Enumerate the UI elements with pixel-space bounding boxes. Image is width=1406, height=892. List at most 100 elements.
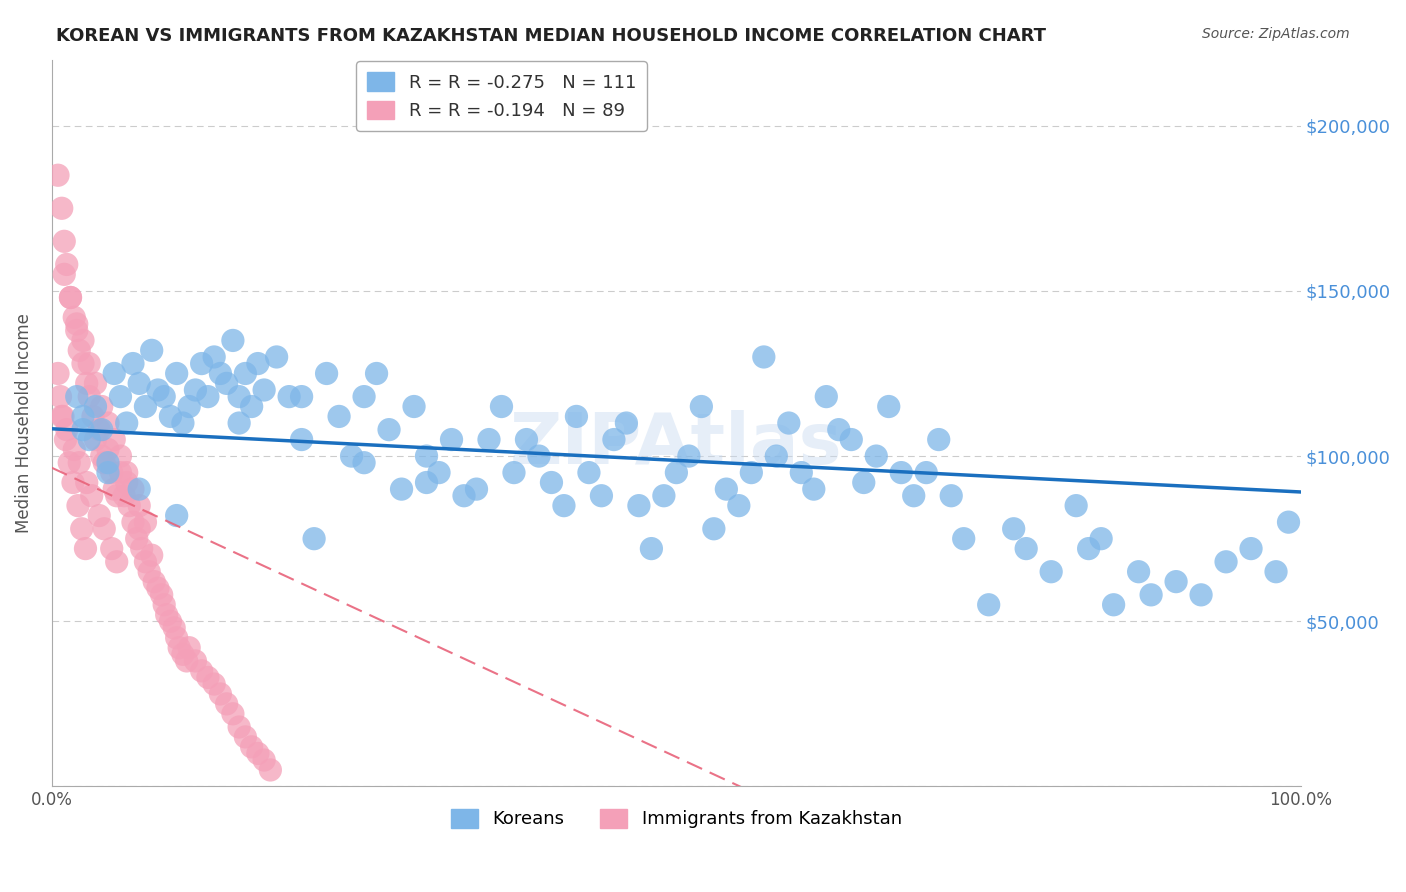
Point xyxy=(134,400,156,414)
Point xyxy=(122,515,145,529)
Point xyxy=(402,400,425,414)
Point xyxy=(616,416,638,430)
Point xyxy=(166,508,188,523)
Point xyxy=(93,456,115,470)
Point xyxy=(222,334,245,348)
Point xyxy=(478,433,501,447)
Point xyxy=(603,433,626,447)
Point xyxy=(197,390,219,404)
Point xyxy=(134,555,156,569)
Point xyxy=(67,456,90,470)
Point xyxy=(202,350,225,364)
Point xyxy=(112,489,135,503)
Point xyxy=(202,677,225,691)
Point xyxy=(89,423,111,437)
Point xyxy=(138,565,160,579)
Point xyxy=(150,588,173,602)
Point xyxy=(640,541,662,556)
Point xyxy=(128,522,150,536)
Point xyxy=(67,343,90,358)
Point xyxy=(46,367,69,381)
Point xyxy=(63,442,86,457)
Point xyxy=(440,433,463,447)
Point xyxy=(134,515,156,529)
Point xyxy=(240,739,263,754)
Point xyxy=(215,376,238,391)
Point xyxy=(103,367,125,381)
Point xyxy=(1189,588,1212,602)
Point xyxy=(190,357,212,371)
Point xyxy=(652,489,675,503)
Point xyxy=(465,482,488,496)
Point xyxy=(118,499,141,513)
Point xyxy=(228,720,250,734)
Point xyxy=(84,433,107,447)
Point xyxy=(131,541,153,556)
Point xyxy=(77,357,100,371)
Point xyxy=(52,409,75,424)
Point xyxy=(82,409,104,424)
Point xyxy=(235,730,257,744)
Point xyxy=(453,489,475,503)
Point xyxy=(228,390,250,404)
Point xyxy=(503,466,526,480)
Text: KOREAN VS IMMIGRANTS FROM KAZAKHSTAN MEDIAN HOUSEHOLD INCOME CORRELATION CHART: KOREAN VS IMMIGRANTS FROM KAZAKHSTAN MED… xyxy=(56,27,1046,45)
Point xyxy=(72,357,94,371)
Point xyxy=(1090,532,1112,546)
Point xyxy=(84,400,107,414)
Point xyxy=(491,400,513,414)
Point xyxy=(1128,565,1150,579)
Point xyxy=(122,357,145,371)
Point xyxy=(928,433,950,447)
Point xyxy=(89,508,111,523)
Y-axis label: Median Household Income: Median Household Income xyxy=(15,313,32,533)
Point xyxy=(302,532,325,546)
Point xyxy=(66,324,89,338)
Point xyxy=(115,466,138,480)
Point xyxy=(159,409,181,424)
Point xyxy=(527,449,550,463)
Point xyxy=(53,268,76,282)
Point xyxy=(103,433,125,447)
Point xyxy=(915,466,938,480)
Point xyxy=(678,449,700,463)
Point xyxy=(1015,541,1038,556)
Point xyxy=(97,466,120,480)
Point xyxy=(80,489,103,503)
Point xyxy=(890,466,912,480)
Text: ZIPAtlas: ZIPAtlas xyxy=(510,410,842,479)
Point xyxy=(803,482,825,496)
Point xyxy=(340,449,363,463)
Point xyxy=(1064,499,1087,513)
Point xyxy=(128,376,150,391)
Legend: Koreans, Immigrants from Kazakhstan: Koreans, Immigrants from Kazakhstan xyxy=(443,802,910,836)
Point xyxy=(222,706,245,721)
Point xyxy=(1164,574,1187,589)
Point xyxy=(77,433,100,447)
Point xyxy=(209,367,232,381)
Point xyxy=(941,489,963,503)
Point xyxy=(190,664,212,678)
Point xyxy=(125,532,148,546)
Point xyxy=(153,598,176,612)
Point xyxy=(246,747,269,761)
Point xyxy=(877,400,900,414)
Point xyxy=(253,753,276,767)
Point xyxy=(184,654,207,668)
Point xyxy=(75,541,97,556)
Point xyxy=(815,390,838,404)
Point xyxy=(1077,541,1099,556)
Point xyxy=(378,423,401,437)
Point xyxy=(53,235,76,249)
Point xyxy=(952,532,974,546)
Point xyxy=(97,416,120,430)
Point xyxy=(740,466,762,480)
Point xyxy=(115,475,138,490)
Point xyxy=(63,310,86,325)
Point xyxy=(828,423,851,437)
Point xyxy=(72,334,94,348)
Point xyxy=(228,416,250,430)
Point xyxy=(1040,565,1063,579)
Point xyxy=(253,383,276,397)
Point xyxy=(266,350,288,364)
